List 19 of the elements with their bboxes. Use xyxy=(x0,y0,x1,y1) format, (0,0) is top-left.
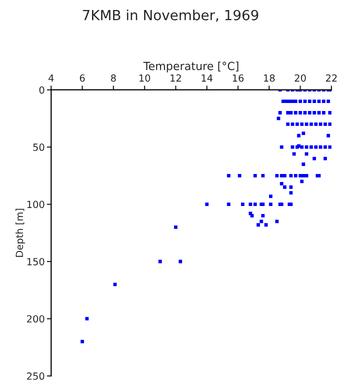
x-axis-title: Temperature [°C] xyxy=(143,62,238,72)
y-tick-label: 0 xyxy=(39,86,44,94)
y-axis-title: Depth [m] xyxy=(16,208,25,257)
x-tick-label: 20 xyxy=(294,74,306,82)
chart-title: 7KMB in November, 1969 xyxy=(82,10,258,22)
x-tick-label: 12 xyxy=(170,74,181,82)
x-tick-label: 8 xyxy=(111,74,116,82)
x-tick-label: 16 xyxy=(232,74,244,82)
x-tick-label: 6 xyxy=(80,74,85,82)
y-tick-label: 250 xyxy=(27,372,44,380)
y-tick-label: 150 xyxy=(27,258,44,266)
x-tick-label: 4 xyxy=(48,74,54,82)
y-tick-label: 100 xyxy=(27,200,44,208)
x-tick-label: 10 xyxy=(139,74,150,82)
x-tick-label: 14 xyxy=(202,74,213,82)
x-tick-label: 22 xyxy=(326,74,337,82)
y-tick-label: 50 xyxy=(33,144,44,151)
y-tick-label: 200 xyxy=(27,315,44,323)
x-tick-label: 18 xyxy=(264,74,275,82)
